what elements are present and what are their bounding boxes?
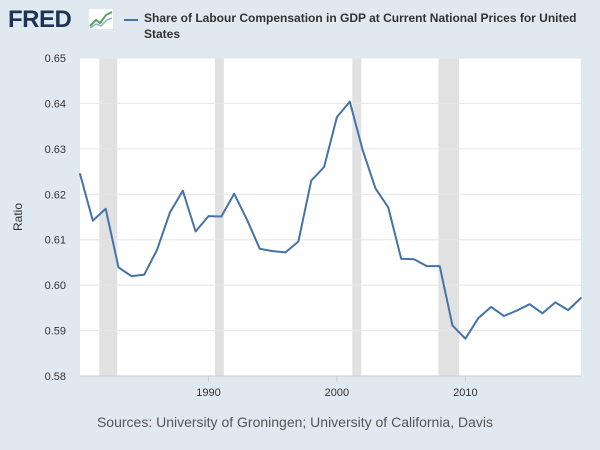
y-tick-label: 0.62 — [45, 189, 66, 201]
data-point — [207, 215, 210, 217]
data-point — [194, 230, 197, 233]
data-point — [528, 303, 531, 306]
chart-header: FRED Share of Labour Compensation in GDP… — [0, 0, 600, 56]
data-point — [541, 312, 544, 315]
data-point — [400, 257, 402, 260]
data-point — [79, 173, 81, 175]
data-point — [374, 187, 377, 190]
data-point — [181, 189, 184, 192]
data-point — [323, 166, 325, 168]
data-point — [426, 265, 428, 267]
y-tick-label: 0.63 — [45, 144, 66, 156]
data-point — [361, 148, 364, 151]
data-point — [387, 206, 390, 209]
x-tick-label: 2000 — [325, 387, 349, 399]
data-point — [490, 306, 492, 308]
data-point — [580, 297, 582, 299]
data-point — [259, 248, 261, 250]
y-axis-label: Ratio — [11, 203, 25, 231]
y-tick-label: 0.59 — [45, 326, 66, 338]
data-point — [156, 248, 158, 251]
data-point — [246, 218, 248, 221]
y-tick-label: 0.58 — [45, 371, 66, 383]
data-point — [413, 258, 415, 261]
x-tick-label: 1990 — [196, 387, 220, 399]
data-point — [503, 315, 505, 317]
fred-graph-icon — [88, 8, 114, 30]
data-point — [567, 309, 569, 311]
legend-label[interactable]: Share of Labour Compensation in GDP at C… — [144, 11, 577, 41]
data-point — [348, 100, 351, 103]
legend-swatch — [124, 19, 138, 21]
data-point — [92, 219, 94, 222]
y-tick-label: 0.61 — [45, 235, 66, 247]
plot-area — [80, 58, 581, 376]
data-point — [143, 273, 146, 276]
sources-note: Sources: University of Groningen; Univer… — [96, 414, 494, 430]
data-point — [438, 265, 441, 267]
data-point — [271, 250, 274, 252]
recession-band — [438, 58, 459, 376]
data-point — [130, 275, 133, 277]
data-point — [477, 317, 480, 320]
y-tick-label: 0.65 — [45, 53, 66, 65]
data-point — [104, 208, 107, 210]
data-point — [169, 211, 171, 214]
data-point — [310, 179, 313, 182]
data-point — [515, 309, 518, 312]
fred-logo: FRED — [8, 6, 72, 33]
data-point — [297, 240, 300, 243]
data-point — [284, 251, 287, 254]
data-point — [451, 324, 454, 327]
data-point — [233, 193, 235, 195]
y-tick-label: 0.60 — [45, 280, 66, 292]
x-tick-label: 2010 — [453, 387, 477, 399]
data-point — [554, 301, 557, 304]
data-point — [220, 215, 223, 218]
data-point — [336, 116, 338, 118]
data-point — [117, 266, 120, 269]
recession-band — [352, 58, 362, 376]
y-tick-label: 0.64 — [45, 98, 66, 110]
data-point — [464, 337, 467, 340]
series-line — [79, 100, 582, 340]
